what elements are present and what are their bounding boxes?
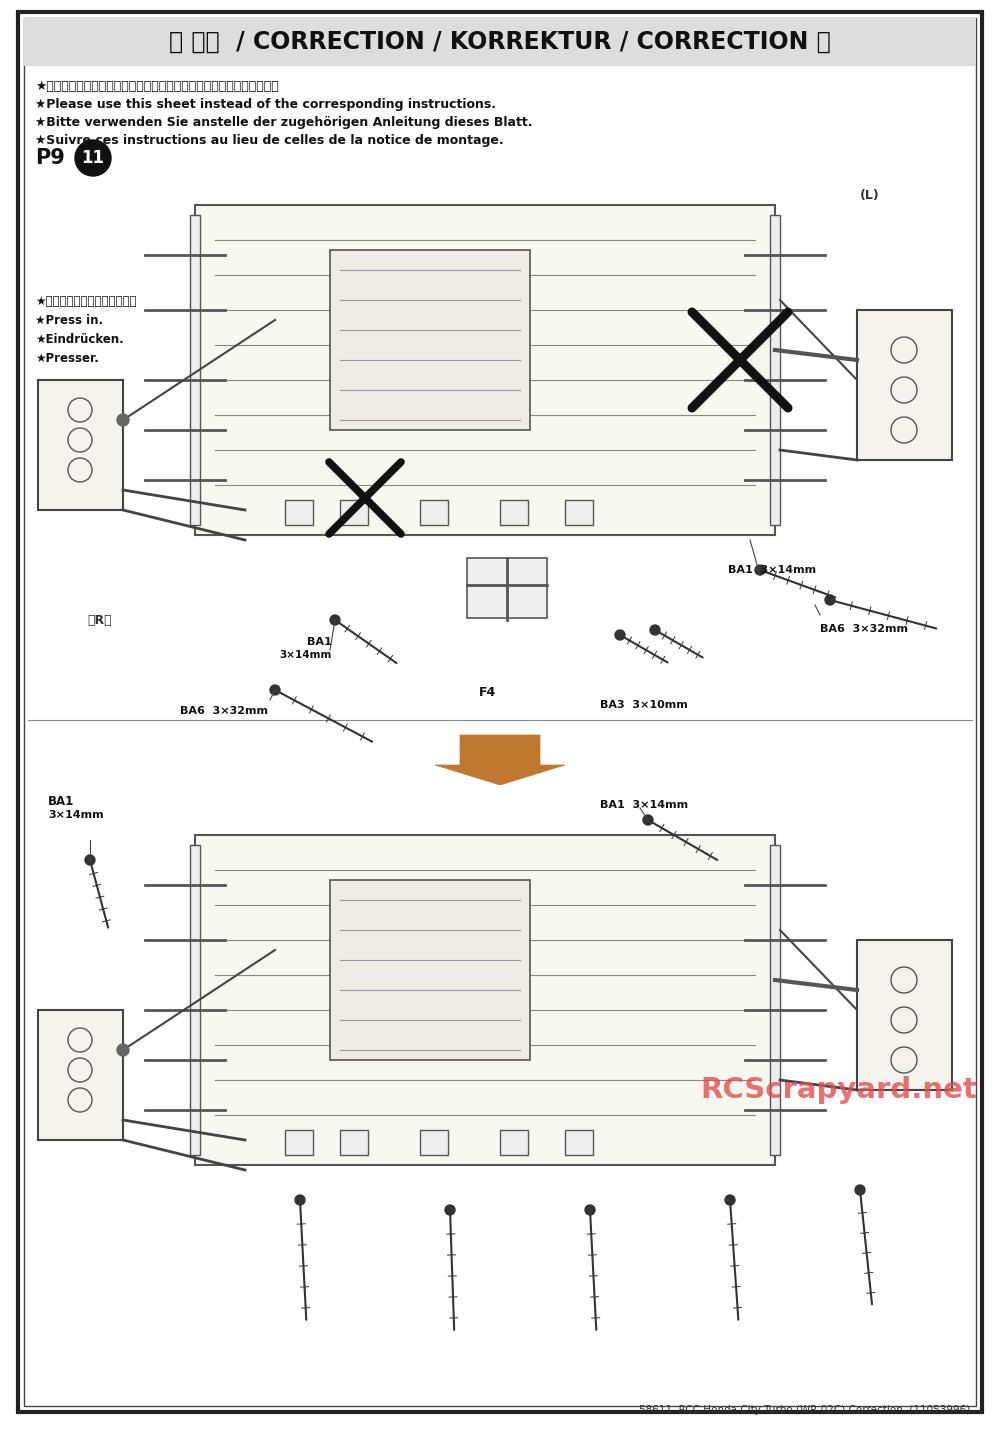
Text: ★Press in.: ★Press in. [35, 314, 103, 327]
Bar [38, 380, 123, 510]
Circle shape [585, 1205, 595, 1215]
Bar [420, 1130, 448, 1155]
Text: ★Presser.: ★Presser. [35, 352, 99, 364]
Text: ★Please use this sheet instead of the corresponding instructions.: ★Please use this sheet instead of the co… [35, 99, 496, 111]
Text: BA6  3×32mm: BA6 3×32mm [180, 706, 268, 716]
Text: BA3  3×10mm: BA3 3×10mm [600, 700, 688, 710]
Text: 11: 11 [82, 149, 104, 167]
Bar [857, 940, 952, 1090]
Bar [857, 310, 952, 460]
Bar [38, 1010, 123, 1140]
Text: 《 訂正  / CORRECTION / KORREKTUR / CORRECTION 》: 《 訂正 / CORRECTION / KORREKTUR / CORRECTI… [169, 30, 831, 54]
Circle shape [825, 594, 835, 604]
Circle shape [643, 815, 653, 825]
Text: ★説明書の記載に誤りがありました。訂正箇所は下記の様になります。: ★説明書の記載に誤りがありました。訂正箇所は下記の様になります。 [35, 80, 279, 93]
Circle shape [270, 684, 280, 694]
Circle shape [445, 1205, 455, 1215]
Bar [467, 557, 547, 617]
Text: 《R》: 《R》 [88, 613, 112, 626]
Polygon shape [435, 735, 565, 785]
Bar [285, 500, 313, 524]
Circle shape [855, 1185, 865, 1195]
Text: ★Bitte verwenden Sie anstelle der zugehörigen Anleitung dieses Blatt.: ★Bitte verwenden Sie anstelle der zugehö… [35, 116, 532, 129]
Bar [330, 880, 530, 1060]
Text: F4: F4 [479, 686, 497, 699]
Bar [195, 204, 775, 534]
Circle shape [85, 855, 95, 865]
Circle shape [330, 614, 340, 624]
Circle shape [117, 1045, 129, 1056]
Text: BA1  3×14mm: BA1 3×14mm [728, 564, 816, 574]
Text: RCScrapyard.net: RCScrapyard.net [700, 1076, 977, 1105]
Bar [340, 1130, 368, 1155]
Text: 3×14mm: 3×14mm [48, 810, 104, 820]
Bar [24, 19, 976, 66]
Bar [330, 250, 530, 430]
Text: 3×14mm: 3×14mm [280, 650, 332, 660]
Text: BA1: BA1 [307, 637, 332, 647]
Bar [500, 1130, 528, 1155]
Bar [285, 1130, 313, 1155]
Bar [770, 845, 780, 1155]
Text: (L): (L) [860, 189, 880, 201]
Bar [565, 1130, 593, 1155]
Bar [190, 845, 200, 1155]
Circle shape [295, 1195, 305, 1205]
Text: BA6  3×32mm: BA6 3×32mm [820, 624, 908, 634]
Circle shape [725, 1195, 735, 1205]
Bar [190, 214, 200, 524]
Text: BA1: BA1 [48, 795, 74, 807]
Text: BA1  3×14mm: BA1 3×14mm [600, 800, 688, 810]
Circle shape [615, 630, 625, 640]
Circle shape [117, 414, 129, 426]
Text: ★Eindrücken.: ★Eindrücken. [35, 333, 124, 346]
Text: P9: P9 [35, 149, 65, 169]
Circle shape [755, 564, 765, 574]
Text: ★Suivre ces instructions au lieu de celles de la notice de montage.: ★Suivre ces instructions au lieu de cell… [35, 134, 504, 147]
Circle shape [650, 624, 660, 634]
Circle shape [75, 140, 111, 176]
Text: 58611  RCC Honda City Turbo (WR-02C) Correction  (11053996): 58611 RCC Honda City Turbo (WR-02C) Corr… [639, 1405, 970, 1415]
Bar [195, 835, 775, 1165]
Bar [500, 500, 528, 524]
Bar [770, 214, 780, 524]
Text: ★タイロッドを押し込みます。: ★タイロッドを押し込みます。 [35, 294, 136, 309]
Bar [565, 500, 593, 524]
Bar [340, 500, 368, 524]
Bar [420, 500, 448, 524]
